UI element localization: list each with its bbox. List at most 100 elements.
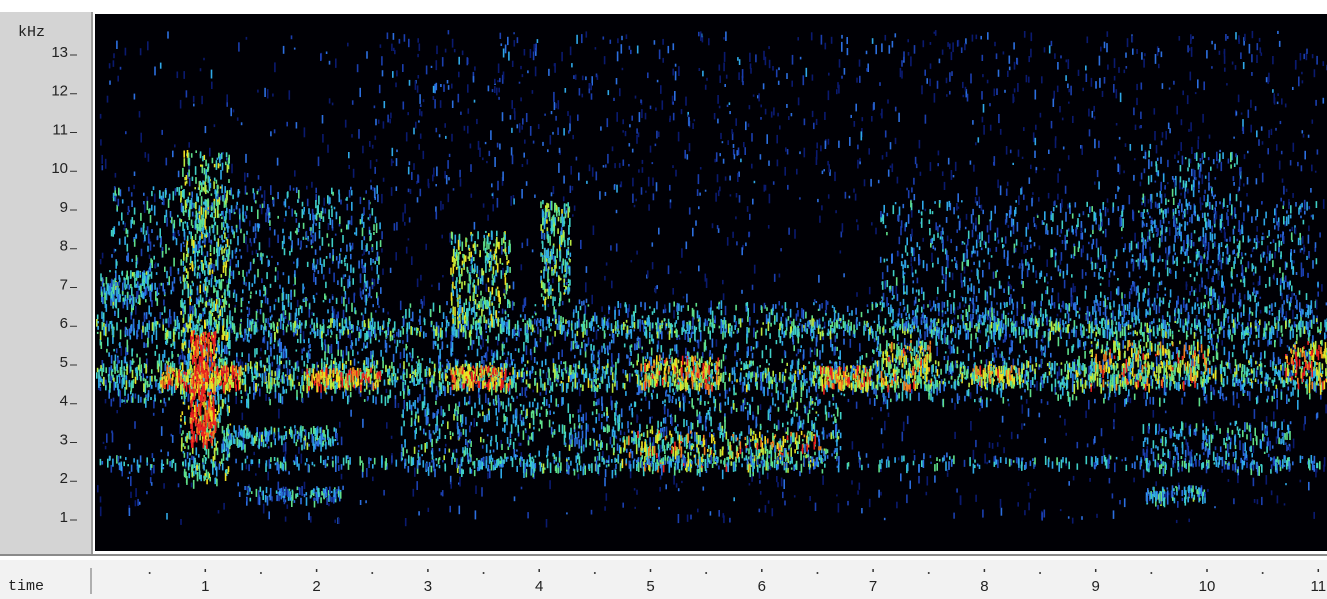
texture-speck — [1194, 302, 1197, 310]
texture-speck — [1087, 310, 1089, 320]
texture-speck — [735, 216, 737, 220]
texture-speck — [1165, 386, 1167, 396]
texture-speck — [1241, 332, 1243, 340]
texture-speck — [882, 443, 884, 449]
texture-speck — [994, 364, 997, 375]
texture-speck — [923, 318, 926, 322]
texture-speck — [573, 309, 575, 314]
texture-speck — [896, 501, 898, 509]
texture-speck — [714, 158, 716, 163]
texture-speck — [114, 366, 116, 374]
texture-speck — [1265, 416, 1268, 423]
texture-speck — [1021, 186, 1023, 195]
texture-speck — [698, 317, 700, 321]
texture-speck — [330, 318, 332, 328]
texture-speck — [936, 341, 938, 346]
texture-speck — [1284, 103, 1287, 108]
texture-speck — [768, 314, 771, 324]
texture-speck — [431, 385, 434, 393]
texture-speck — [626, 329, 628, 340]
texture-speck — [209, 324, 212, 330]
texture-speck — [1008, 347, 1011, 355]
texture-speck — [711, 310, 714, 320]
texture-speck — [508, 384, 511, 395]
texture-speck — [896, 394, 899, 401]
texture-speck — [143, 342, 145, 348]
texture-speck — [823, 169, 825, 172]
texture-speck — [1259, 319, 1261, 326]
texture-speck — [733, 387, 735, 396]
texture-speck — [1134, 158, 1136, 161]
texture-speck — [596, 387, 599, 393]
texture-speck — [111, 432, 114, 443]
texture-speck — [227, 394, 230, 403]
texture-speck — [1264, 331, 1267, 339]
texture-speck — [1272, 352, 1275, 360]
texture-speck — [1256, 499, 1259, 505]
texture-speck — [818, 399, 820, 405]
texture-speck — [592, 338, 594, 342]
texture-speck — [611, 353, 613, 363]
texture-speck — [1185, 439, 1187, 445]
texture-speck — [924, 69, 926, 76]
texture-speck — [656, 393, 658, 399]
texture-speck — [1089, 478, 1091, 482]
texture-speck — [965, 309, 968, 317]
texture-speck — [766, 472, 769, 480]
texture-speck — [169, 309, 171, 318]
texture-speck — [630, 260, 633, 263]
texture-speck — [877, 335, 880, 345]
texture-speck — [658, 227, 660, 235]
texture-speck — [625, 34, 628, 39]
texture-speck — [1083, 326, 1085, 336]
texture-speck — [1321, 284, 1323, 292]
texture-speck — [776, 312, 778, 322]
texture-speck — [367, 318, 370, 328]
texture-speck — [998, 331, 1000, 340]
texture-speck — [121, 399, 123, 403]
texture-speck — [669, 365, 671, 369]
texture-speck — [855, 318, 858, 328]
texture-speck — [359, 390, 362, 397]
spectrogram[interactable] — [95, 14, 1327, 551]
texture-speck — [136, 330, 138, 340]
texture-speck — [921, 340, 924, 349]
texture-speck — [797, 361, 799, 371]
texture-speck — [1223, 48, 1226, 57]
texture-speck — [451, 83, 453, 89]
texture-speck — [837, 503, 840, 513]
texture-speck — [288, 471, 290, 475]
texture-speck — [1044, 345, 1046, 353]
texture-speck — [408, 217, 411, 223]
texture-speck — [351, 134, 353, 138]
texture-speck — [448, 153, 451, 157]
texture-speck — [887, 99, 889, 104]
texture-speck — [669, 201, 672, 209]
texture-speck — [877, 314, 880, 321]
texture-speck — [700, 395, 702, 402]
texture-speck — [1306, 384, 1308, 395]
texture-speck — [348, 152, 350, 159]
texture-speck — [880, 491, 882, 496]
texture-speck — [648, 317, 650, 320]
texture-speck — [1299, 327, 1302, 337]
texture-speck — [316, 322, 318, 329]
texture-speck — [384, 396, 387, 406]
texture-speck — [881, 306, 883, 312]
texture-speck — [696, 414, 699, 420]
texture-speck — [450, 347, 453, 357]
texture-speck — [830, 36, 833, 44]
texture-speck — [636, 381, 639, 388]
texture-speck — [99, 259, 102, 265]
texture-speck — [640, 398, 643, 401]
texture-speck — [148, 254, 151, 259]
texture-speck — [671, 399, 674, 403]
texture-speck — [1266, 398, 1268, 403]
texture-speck — [393, 376, 396, 382]
texture-speck — [781, 341, 784, 346]
texture-speck — [1054, 378, 1057, 387]
texture-speck — [1134, 232, 1136, 242]
texture-speck — [247, 313, 249, 318]
texture-speck — [562, 371, 564, 380]
texture-speck — [435, 321, 438, 329]
